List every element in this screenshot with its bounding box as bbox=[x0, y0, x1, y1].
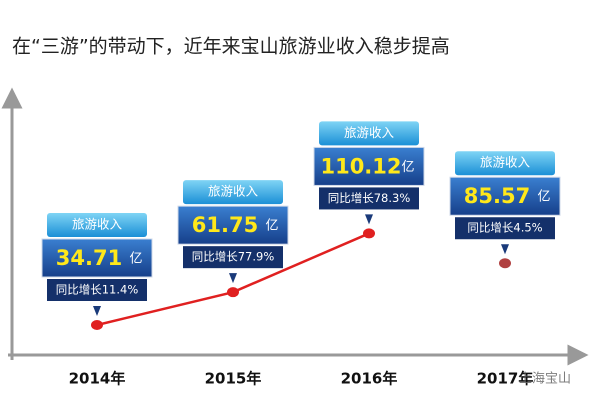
box-footer bbox=[319, 187, 419, 210]
box-label: 旅游收入 bbox=[72, 216, 123, 231]
x-tick-label: 2014年 bbox=[69, 370, 126, 388]
unit-label: 亿 bbox=[129, 251, 142, 266]
x-tick-label: 2015年 bbox=[205, 370, 262, 388]
box-label: 旅游收入 bbox=[480, 155, 531, 170]
value-label: 61.75 bbox=[192, 213, 258, 237]
box-label: 旅游收入 bbox=[344, 125, 395, 140]
box-body bbox=[41, 238, 153, 278]
pointer bbox=[93, 305, 101, 316]
box-body bbox=[449, 176, 561, 216]
unit-label: 亿 bbox=[401, 160, 414, 175]
box-footer bbox=[47, 278, 147, 301]
box-body bbox=[313, 146, 425, 186]
value-label: 85.57 bbox=[464, 184, 530, 208]
growth-label: 同比增长4.5% bbox=[467, 221, 542, 235]
box-header bbox=[183, 180, 283, 205]
unit-label: 亿 bbox=[537, 190, 550, 205]
box-label: 旅游收入 bbox=[208, 184, 259, 199]
unit-label: 亿 bbox=[265, 219, 278, 234]
box-footer bbox=[455, 217, 555, 240]
value-label: 110.12 bbox=[320, 154, 401, 178]
point bbox=[499, 258, 511, 269]
x-tick-label: 2016年 bbox=[341, 370, 398, 388]
box-body bbox=[177, 205, 289, 245]
growth-label: 同比增长78.3% bbox=[328, 191, 411, 205]
box-header bbox=[455, 151, 555, 176]
box-footer bbox=[183, 246, 283, 269]
chart-title: 在“三游”的带动下，近年来宝山旅游业收入稳步提高 bbox=[12, 36, 450, 58]
pointer bbox=[229, 273, 237, 284]
box-header bbox=[47, 212, 147, 237]
point bbox=[91, 319, 103, 330]
pointer bbox=[501, 244, 509, 255]
watermark: 上海宝山 bbox=[519, 372, 571, 387]
growth-label: 同比增长77.9% bbox=[192, 250, 275, 264]
value-label: 34.71 bbox=[56, 246, 122, 270]
point bbox=[227, 287, 239, 298]
box-header bbox=[319, 121, 419, 146]
pointer bbox=[365, 214, 373, 225]
point bbox=[363, 228, 375, 239]
growth-label: 同比增长11.4% bbox=[56, 282, 139, 296]
x-tick-label: 2017年 bbox=[477, 370, 534, 388]
